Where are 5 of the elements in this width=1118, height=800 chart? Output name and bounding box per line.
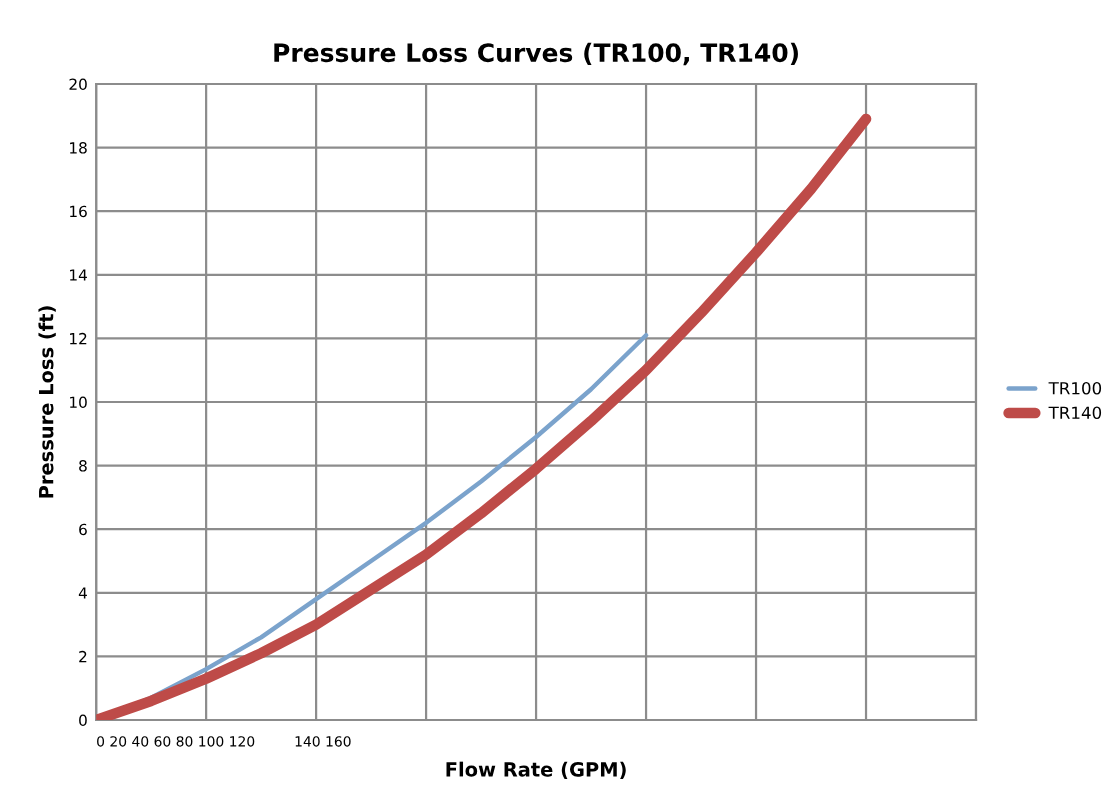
y-axis-title: Pressure Loss (ft) (38, 306, 56, 498)
legend-label: TR100 (1048, 382, 1102, 395)
legend-label: TR140 (1048, 406, 1102, 420)
x-axis-title: Flow Rate (GPM) (446, 761, 626, 780)
chart-title: Pressure Loss Curves (TR100, TR140) (274, 42, 798, 66)
